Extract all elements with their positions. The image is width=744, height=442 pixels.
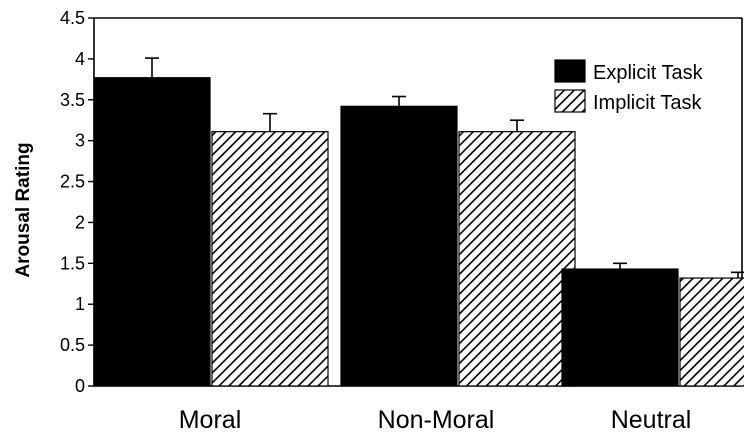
legend-swatch (554, 59, 586, 83)
bar-implicit-task-neutral (679, 277, 744, 387)
y-axis: 0 0.5 1 1.5 2 2.5 3 3.5 4 4.5 (60, 8, 94, 396)
bar-explicit-task-moral (93, 77, 211, 387)
y-tick-label: 4.5 (60, 8, 85, 28)
legend-label: Implicit Task (593, 92, 703, 114)
y-tick-label: 3.5 (60, 90, 85, 110)
x-axis: Moral Non-Moral Neutral (179, 406, 692, 434)
y-tick-label: 1.5 (60, 253, 85, 273)
x-category-label: Neutral (611, 406, 692, 434)
legend-swatch (554, 89, 586, 113)
y-axis-title: Arousal Rating (13, 142, 34, 277)
legend-label: Explicit Task (593, 62, 704, 84)
y-tick-label: 1 (75, 294, 85, 314)
y-tick-label: 3 (75, 131, 85, 151)
y-tick-label: 2.5 (60, 172, 85, 192)
bar-explicit-task-non-moral (340, 105, 458, 387)
y-tick-label: 4 (75, 49, 85, 69)
y-tick-label: 0 (75, 376, 85, 396)
bar-explicit-task-neutral (561, 268, 679, 387)
bars (93, 57, 744, 387)
bar-implicit-task-non-moral (458, 131, 576, 387)
y-tick-label: 0.5 (60, 335, 85, 355)
x-category-label: Non-Moral (378, 406, 495, 434)
x-category-label: Moral (179, 406, 242, 434)
y-tick-label: 2 (75, 212, 85, 232)
bar-implicit-task-moral (211, 131, 329, 387)
legend: Explicit Task Implicit Task (554, 59, 704, 114)
